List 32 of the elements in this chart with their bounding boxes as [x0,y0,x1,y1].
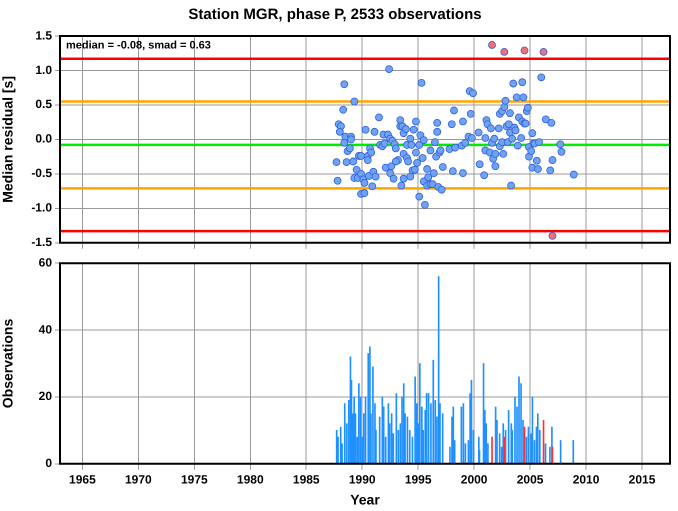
point [488,41,496,49]
y-tick-label: 20 [38,389,52,404]
point [520,46,528,54]
x-tick-label: 2015 [628,472,656,486]
x-tick-label: 1985 [292,472,320,486]
x-axis-title: Year [350,491,380,508]
x-tick-label: 1980 [236,472,264,486]
x-tick-label: 1990 [348,472,376,486]
point [500,48,508,56]
y-tick-label: 40 [38,322,52,336]
point [540,48,548,56]
y-tick-label: -1.0 [31,200,52,215]
y-tick-label: -1.5 [31,235,52,250]
x-tick-label: 2005 [516,472,544,486]
x-tick-label: 1975 [180,472,208,486]
y-axis-title: Observations [0,318,16,408]
x-tick-label: 1970 [124,472,152,486]
y-tick-label: 0.0 [35,132,52,146]
y-tick-label: 1.0 [35,62,52,77]
y-tick-label: 0.5 [35,97,52,112]
point [548,232,556,240]
x-tick-label: 2000 [460,472,488,486]
y-tick-label: 1.5 [35,28,52,42]
x-tick-label: 2010 [572,472,600,486]
x-tick-label: 1965 [69,472,96,486]
y-axis-title: Median residual [s] [0,76,16,203]
x-tick-label: 1995 [404,472,432,486]
y-tick-label: 60 [38,256,52,270]
y-tick-label: 0 [45,456,52,470]
annotation: median = -0.08, smad = 0.63 [66,40,211,52]
y-tick-label: -0.5 [31,166,52,180]
chart-title: Station MGR, phase P, 2533 observations [188,6,482,24]
